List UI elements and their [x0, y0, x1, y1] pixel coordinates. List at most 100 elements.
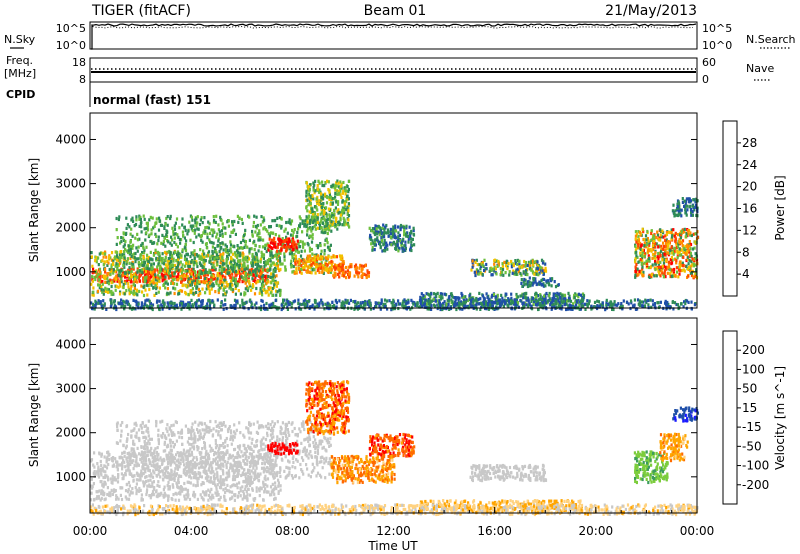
power-cell [118, 280, 121, 284]
power-cell [409, 237, 413, 241]
power-cell [212, 284, 215, 288]
power-cell [551, 303, 554, 307]
power-cell [515, 295, 518, 299]
power-cell [178, 237, 181, 242]
power-cell [637, 239, 640, 243]
power-cell [658, 238, 661, 242]
power-cell [662, 261, 666, 265]
power-cell [100, 284, 103, 289]
power-cell [382, 232, 385, 236]
power-cell [678, 204, 681, 208]
power-cell [128, 288, 131, 292]
power-cell [338, 275, 341, 279]
power-cell [294, 249, 297, 253]
power-cell [321, 180, 324, 184]
power-cell [333, 197, 336, 201]
power-cell [288, 252, 291, 256]
power-cell [690, 208, 693, 212]
power-cell [230, 257, 233, 261]
power-cell [361, 300, 364, 305]
power-cell [233, 245, 236, 249]
power-cell [391, 301, 394, 305]
power-cell [234, 253, 237, 257]
power-cell [140, 253, 143, 257]
power-cell [133, 252, 136, 256]
power-cell [221, 234, 224, 238]
power-cell [274, 240, 277, 244]
power-cell [552, 292, 555, 296]
power-cell [436, 291, 439, 295]
power-cell [133, 224, 136, 228]
power-cell [279, 293, 282, 297]
power-cell [173, 232, 176, 236]
power-cell [344, 220, 347, 224]
power-cell [254, 230, 257, 234]
power-cell [189, 238, 192, 242]
power-cell [161, 300, 164, 304]
power-cell [548, 291, 551, 296]
power-cell [320, 249, 323, 253]
power-cell [479, 267, 482, 271]
power-cell [277, 251, 281, 255]
power-cell [317, 201, 321, 205]
power-cell [177, 251, 180, 256]
power-cell [474, 298, 477, 302]
power-cell [161, 268, 164, 272]
power-cell [127, 268, 130, 272]
power-cell [125, 262, 128, 266]
power-cell [397, 235, 400, 239]
power-cell [134, 307, 137, 311]
power-cell [397, 249, 400, 253]
power-cell [141, 263, 144, 268]
power-cell [286, 242, 290, 246]
power-cell [222, 226, 225, 230]
power-cell [346, 299, 349, 303]
power-cell [534, 280, 537, 284]
power-cell [674, 237, 678, 241]
power-cell [398, 233, 401, 237]
power-cell [192, 251, 195, 255]
power-cell [678, 305, 681, 309]
power-cell [306, 301, 309, 306]
power-cell [458, 296, 461, 300]
power-cell [181, 217, 184, 221]
power-cell [303, 249, 306, 253]
power-cell [554, 285, 558, 289]
power-cell [564, 302, 567, 306]
power-cell [194, 228, 197, 232]
power-cell [234, 274, 237, 278]
power-cell [313, 260, 316, 264]
power-cell [215, 251, 218, 255]
power-cell [627, 302, 630, 306]
power-cell [563, 293, 567, 297]
power-cell [338, 254, 341, 258]
power-cell [317, 267, 320, 271]
power-cell [242, 258, 245, 262]
power-cell [254, 258, 257, 262]
power-cell [265, 276, 268, 280]
power-cell [124, 247, 127, 251]
power-cell [178, 252, 181, 256]
power-cell [236, 301, 239, 305]
nave-label: Nave [746, 62, 774, 75]
power-cell [254, 271, 257, 275]
power-cell [368, 304, 371, 308]
power-cell [208, 260, 211, 264]
power-cell [313, 219, 316, 223]
power-cell [659, 260, 662, 264]
power-cell [328, 197, 331, 202]
power-cell [204, 229, 207, 234]
power-cell [337, 263, 340, 267]
power-cell [196, 285, 199, 289]
power-cell [262, 253, 266, 257]
power-cell [689, 231, 692, 235]
power-cell [256, 271, 259, 275]
power-cell [212, 274, 215, 278]
power-cell [269, 267, 272, 271]
power-cell [326, 245, 330, 249]
power-cell [365, 275, 368, 280]
power-cell [578, 303, 581, 308]
power-cell [434, 292, 438, 297]
power-cell [660, 249, 663, 253]
power-cell [255, 301, 258, 305]
